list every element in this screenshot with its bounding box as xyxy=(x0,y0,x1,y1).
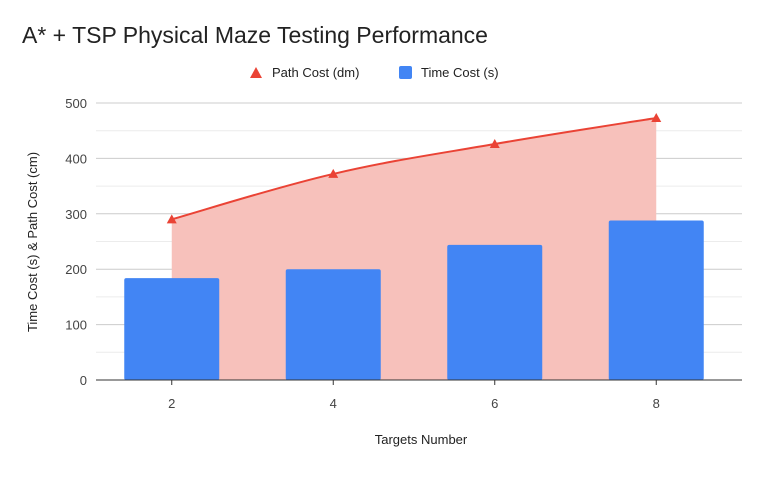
bar-time-cost xyxy=(285,269,381,380)
y-axis-title: Time Cost (s) & Path Cost (cm) xyxy=(25,152,40,332)
axis-layer: 0 100 200 300 400 500 2 4 6 8 xyxy=(65,96,742,411)
y-tick-label: 300 xyxy=(65,207,87,222)
legend-square-icon xyxy=(399,66,412,79)
y-tick-label: 100 xyxy=(65,318,87,333)
path-cost-marker xyxy=(328,168,339,178)
y-tick-label: 0 xyxy=(80,373,87,388)
x-tick-label: 4 xyxy=(330,396,337,411)
x-tick-label: 8 xyxy=(653,396,660,411)
y-tick-label: 400 xyxy=(65,151,87,166)
bar-time-cost xyxy=(124,278,220,380)
bar-time-cost xyxy=(447,244,543,380)
x-axis-title: Targets Number xyxy=(375,432,468,447)
path-cost-marker xyxy=(651,112,662,122)
path-cost-marker xyxy=(166,214,177,224)
y-tick-label: 200 xyxy=(65,262,87,277)
line-layer xyxy=(166,112,662,224)
legend-triangle-icon xyxy=(250,67,262,78)
y-tick-label: 500 xyxy=(65,96,87,111)
x-tick-label: 2 xyxy=(168,396,175,411)
legend-label-time-cost: Time Cost (s) xyxy=(421,65,499,80)
bar-layer xyxy=(124,220,704,380)
chart-title: A* + TSP Physical Maze Testing Performan… xyxy=(22,22,488,48)
path-cost-marker xyxy=(489,138,500,148)
path-cost-line xyxy=(171,116,657,221)
x-tick-label: 6 xyxy=(491,396,498,411)
legend-label-path-cost: Path Cost (dm) xyxy=(272,65,359,80)
legend: Path Cost (dm) Time Cost (s) xyxy=(250,65,499,80)
bar-time-cost xyxy=(608,220,704,380)
